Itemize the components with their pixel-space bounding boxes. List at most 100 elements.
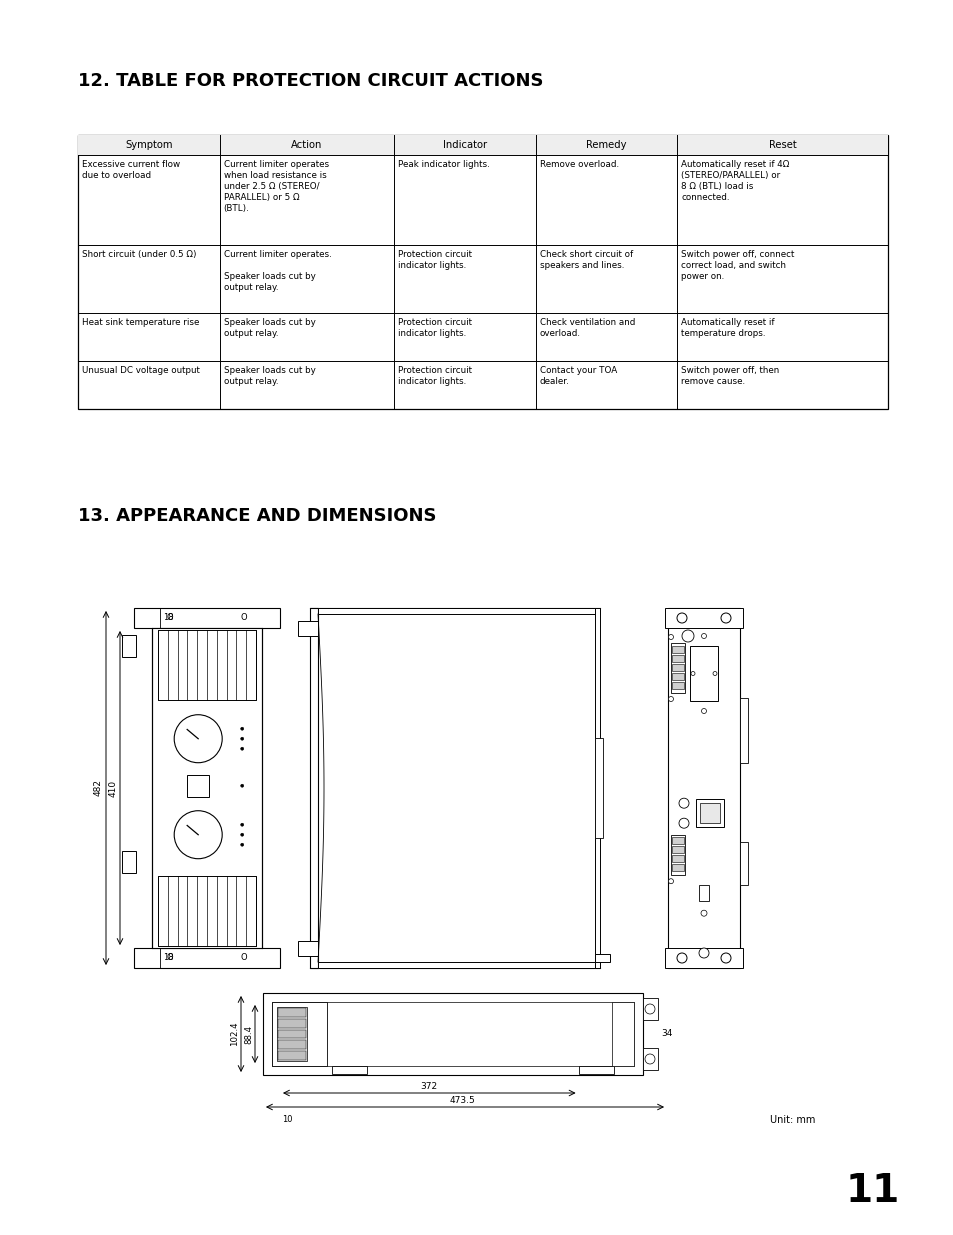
Text: Remedy: Remedy	[586, 140, 626, 149]
Circle shape	[240, 834, 243, 836]
Bar	[276, 1007, 307, 1061]
Bar	[671, 855, 683, 862]
Circle shape	[690, 672, 695, 676]
Bar	[740, 698, 747, 763]
Bar	[122, 851, 136, 873]
Text: 473.5: 473.5	[449, 1095, 475, 1105]
Text: 482: 482	[94, 779, 103, 797]
Text: Symptom: Symptom	[125, 140, 172, 149]
Circle shape	[720, 953, 730, 963]
Bar	[689, 646, 718, 701]
Text: O: O	[167, 614, 173, 622]
Circle shape	[644, 1053, 655, 1065]
Bar	[78, 135, 887, 409]
Circle shape	[174, 810, 222, 858]
Circle shape	[699, 948, 708, 958]
Text: 34: 34	[660, 1030, 672, 1039]
Circle shape	[240, 824, 243, 826]
Text: 410: 410	[109, 779, 118, 797]
Text: Speaker loads cut by
output relay.: Speaker loads cut by output relay.	[224, 366, 315, 387]
Circle shape	[700, 910, 706, 916]
Circle shape	[700, 709, 706, 714]
Circle shape	[668, 635, 673, 640]
Text: Unusual DC voltage output: Unusual DC voltage output	[82, 366, 200, 375]
Text: Action: Action	[291, 140, 322, 149]
Text: Excessive current flow
due to overload: Excessive current flow due to overload	[82, 161, 180, 180]
Text: Reset: Reset	[768, 140, 796, 149]
Bar	[670, 835, 684, 876]
Text: Check ventilation and
overload.: Check ventilation and overload.	[539, 317, 635, 338]
Bar	[277, 1030, 306, 1039]
Bar	[642, 1049, 658, 1070]
Text: 18: 18	[163, 953, 173, 962]
Bar	[317, 962, 599, 968]
Bar	[297, 941, 317, 956]
Circle shape	[720, 613, 730, 622]
Bar	[263, 993, 642, 1074]
Bar	[133, 948, 280, 968]
Text: Remove overload.: Remove overload.	[539, 161, 618, 169]
Bar	[277, 1051, 306, 1060]
Bar	[272, 1002, 634, 1066]
Circle shape	[240, 737, 243, 740]
Circle shape	[668, 878, 673, 884]
Circle shape	[679, 798, 688, 808]
Circle shape	[240, 784, 243, 787]
Circle shape	[644, 1004, 655, 1014]
Bar	[671, 846, 683, 853]
Bar	[78, 135, 887, 156]
Bar	[671, 837, 683, 845]
Bar	[297, 621, 317, 636]
Text: 11: 11	[845, 1172, 899, 1210]
Text: Protection circuit
indicator lights.: Protection circuit indicator lights.	[397, 249, 472, 270]
Circle shape	[668, 697, 673, 701]
Text: Switch power off, connect
correct load, and switch
power on.: Switch power off, connect correct load, …	[680, 249, 794, 282]
Bar	[317, 608, 599, 614]
Bar	[152, 629, 262, 948]
Text: Protection circuit
indicator lights.: Protection circuit indicator lights.	[397, 317, 472, 338]
Bar	[310, 608, 317, 968]
Bar	[667, 608, 740, 968]
Text: Unit: mm: Unit: mm	[769, 1115, 815, 1125]
Bar	[699, 885, 708, 902]
Text: Switch power off, then
remove cause.: Switch power off, then remove cause.	[680, 366, 779, 387]
Bar	[671, 864, 683, 871]
Text: Peak indicator lights.: Peak indicator lights.	[397, 161, 489, 169]
Circle shape	[677, 953, 686, 963]
Bar	[695, 799, 723, 827]
Text: Current limiter operates
when load resistance is
under 2.5 Ω (STEREO/
PARALLEL) : Current limiter operates when load resis…	[224, 161, 329, 214]
Bar	[332, 1066, 367, 1074]
Text: Contact your TOA
dealer.: Contact your TOA dealer.	[539, 366, 617, 387]
Bar	[664, 608, 742, 629]
Text: Automatically reset if
temperature drops.: Automatically reset if temperature drops…	[680, 317, 774, 338]
Text: Current limiter operates.

Speaker loads cut by
output relay.: Current limiter operates. Speaker loads …	[224, 249, 331, 293]
Text: 10: 10	[282, 1115, 293, 1124]
Text: 88.4: 88.4	[244, 1025, 253, 1044]
Bar	[740, 842, 747, 885]
Text: 372: 372	[420, 1082, 437, 1091]
Text: Check short circuit of
speakers and lines.: Check short circuit of speakers and line…	[539, 249, 632, 270]
Bar	[158, 630, 255, 700]
Bar	[187, 774, 209, 797]
Text: Indicator: Indicator	[442, 140, 486, 149]
Bar	[671, 646, 683, 653]
Bar	[272, 1002, 327, 1066]
Text: O: O	[240, 953, 247, 962]
Text: 12. TABLE FOR PROTECTION CIRCUIT ACTIONS: 12. TABLE FOR PROTECTION CIRCUIT ACTIONS	[78, 72, 543, 90]
Bar	[700, 803, 719, 824]
Circle shape	[174, 715, 222, 763]
Bar	[670, 643, 684, 693]
Circle shape	[700, 634, 706, 638]
Text: 13. APPEARANCE AND DIMENSIONS: 13. APPEARANCE AND DIMENSIONS	[78, 508, 436, 525]
Bar	[158, 876, 255, 946]
Circle shape	[240, 727, 243, 730]
Bar	[277, 1008, 306, 1016]
Bar	[671, 682, 683, 689]
Text: Automatically reset if 4Ω
(STEREO/PARALLEL) or
8 Ω (BTL) load is
connected.: Automatically reset if 4Ω (STEREO/PARALL…	[680, 161, 789, 203]
Text: Protection circuit
indicator lights.: Protection circuit indicator lights.	[397, 366, 472, 387]
Circle shape	[681, 630, 693, 642]
Bar	[664, 948, 742, 968]
Circle shape	[712, 672, 717, 676]
Text: Short circuit (under 0.5 Ω): Short circuit (under 0.5 Ω)	[82, 249, 196, 259]
Bar	[612, 1002, 634, 1066]
